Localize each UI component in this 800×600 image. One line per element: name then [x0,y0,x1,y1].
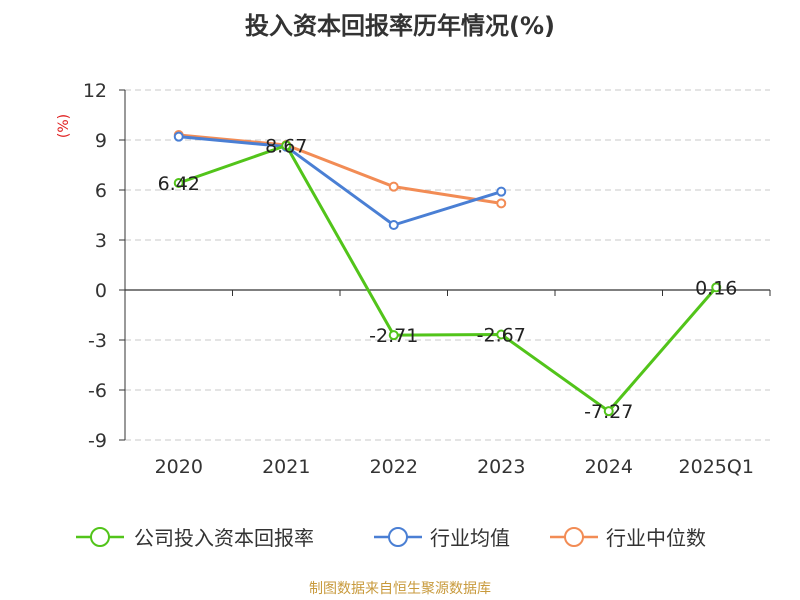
data-point [496,198,507,209]
x-tick-label: 2020 [155,456,203,478]
data-point [281,140,292,151]
source-note: 制图数据来自恒生聚源数据库 [309,581,491,597]
label-layer: 6.42 8.67 -2.71 -2.67 -7.27 0.16 [158,136,738,424]
data-label: -7.27 [584,401,633,423]
y-tick-label: 9 [95,130,107,152]
y-tick-label: 0 [95,280,107,302]
data-point [173,178,184,188]
y-tick-label: 12 [83,80,107,102]
data-point [388,220,399,230]
y-tick-label: -9 [88,430,107,452]
x-tick-label: 2021 [262,456,310,478]
data-label: 0.16 [695,277,737,299]
data-label: -2.71 [369,325,418,347]
axis-layer: 12 9 6 3 0 -3 -6 -9 2020 2021 2022 2023 2024 2025Q1 (%… [56,80,771,478]
data-point [496,186,507,197]
y-tick-label: -3 [88,330,107,352]
x-tick-label: 2023 [477,456,525,478]
y-axis-unit: (%) [56,114,72,138]
series-line [178,133,502,205]
x-tick-label: 2024 [585,456,633,478]
legend: 公司投入资本回报率 行业均值 行业中位数 [76,526,706,550]
data-point [711,282,722,293]
y-tick-label: 3 [95,230,107,252]
data-point [388,181,399,192]
series-line [178,135,502,227]
data-label: -2.67 [477,325,526,347]
data-label: 8.67 [265,136,307,158]
data-point [388,330,399,341]
y-tick-label: 6 [95,180,107,202]
legend-label: 行业中位数 [606,526,706,550]
legend-marker [388,527,408,547]
x-tick-label: 2022 [370,456,418,478]
chart-title: 投入资本回报率历年情况(%) [245,12,555,40]
y-tick-label: -6 [88,380,107,402]
series-line [178,144,718,413]
grid-layer [125,89,770,441]
data-point [173,131,184,142]
series-layer [173,130,722,417]
legend-label: 公司投入资本回报率 [134,526,314,550]
data-label: 6.42 [158,173,200,195]
legend-marker [90,527,110,547]
legend-marker [564,527,584,547]
x-tick-label: 2025Q1 [679,456,754,478]
data-point [496,329,507,340]
data-point [603,406,614,417]
legend-label: 行业均值 [430,526,510,550]
